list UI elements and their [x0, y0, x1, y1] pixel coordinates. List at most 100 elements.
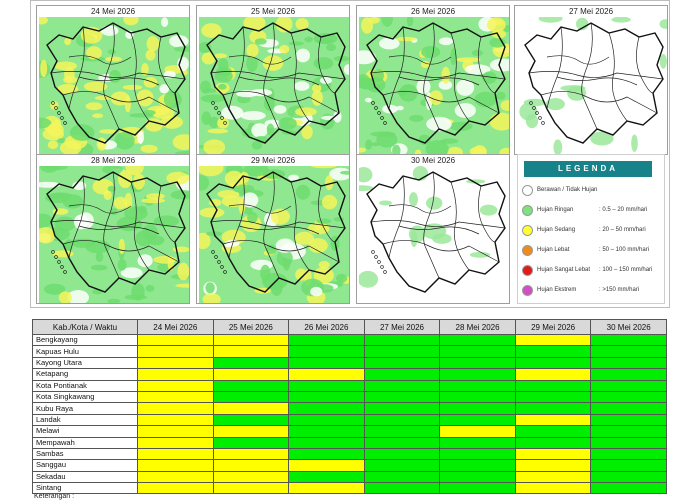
legend-item-range: : 100 – 150 mm/hari [599, 267, 653, 273]
legend-item-range: : 50 – 100 mm/hari [599, 247, 650, 253]
forecast-cell [590, 425, 667, 438]
forecast-map-panel: 26 Mei 2026 [356, 5, 510, 155]
forecast-cell [212, 447, 290, 461]
map-date-label: 30 Mei 2026 [410, 156, 456, 165]
forecast-cell [439, 368, 516, 381]
legend-item-range: : 0.5 – 20 mm/hari [599, 207, 648, 213]
legend-item: Berawan / Tidak Hujan [522, 183, 662, 197]
forecast-cell [363, 345, 441, 358]
table-row: Kapuas Hulu [32, 345, 667, 358]
forecast-cell [212, 470, 290, 484]
forecast-cell [514, 413, 592, 427]
forecast-cell [137, 470, 214, 484]
forecast-cell [590, 368, 667, 381]
legend-color-swatch [522, 264, 533, 276]
forecast-cell [137, 482, 214, 495]
header-date: 28 Mei 2026 [439, 319, 516, 335]
table-row: Landak [32, 413, 667, 427]
legend-item-name: Hujan Ekstrem [537, 287, 577, 293]
forecast-cell [514, 379, 592, 392]
forecast-cell [212, 436, 290, 449]
forecast-cell [288, 470, 365, 484]
forecast-cell [137, 368, 214, 381]
region-name: Kubu Raya [32, 402, 138, 415]
note-label: Keterangan : [34, 493, 75, 500]
legend-item: Hujan Ringan : 0.5 – 20 mm/hari [522, 203, 662, 217]
rainfall-map [517, 17, 667, 154]
forecast-cell [439, 390, 516, 404]
legend-item-name: Hujan Lebat [537, 247, 570, 253]
forecast-maps-area: 24 Mei 2026 25 Mei 2026 26 Mei 2026 27 Mei … [30, 0, 670, 308]
table-row: Kayong Utara [32, 356, 667, 370]
rainfall-map [359, 166, 509, 303]
region-name: Kayong Utara [32, 356, 138, 370]
legend-title: LEGENDA [524, 161, 652, 177]
forecast-cell [288, 379, 365, 392]
region-name: Landak [32, 413, 138, 427]
forecast-cell [590, 470, 667, 484]
header-date: 25 Mei 2026 [212, 319, 290, 335]
forecast-cell [212, 333, 290, 347]
forecast-cell [288, 447, 365, 461]
forecast-cell [288, 333, 365, 347]
forecast-cell [288, 368, 365, 381]
forecast-cell [514, 459, 592, 472]
header-date: 26 Mei 2026 [288, 319, 365, 335]
forecast-cell [288, 425, 365, 438]
forecast-cell [137, 459, 214, 472]
forecast-cell [363, 447, 441, 461]
forecast-cell [137, 402, 214, 415]
forecast-cell [288, 436, 365, 449]
forecast-cell [137, 447, 214, 461]
forecast-cell [363, 333, 441, 347]
table-row: Sekadau [32, 470, 667, 484]
forecast-cell [590, 390, 667, 404]
forecast-cell [288, 402, 365, 415]
forecast-cell [137, 379, 214, 392]
forecast-cell [212, 413, 290, 427]
forecast-cell [137, 345, 214, 358]
forecast-cell [439, 356, 516, 370]
region-name: Melawi [32, 425, 138, 438]
region-name: Sambas [32, 447, 138, 461]
forecast-cell [212, 390, 290, 404]
header-date: 29 Mei 2026 [514, 319, 592, 335]
map-date-label: 25 Mei 2026 [250, 7, 296, 16]
forecast-map-panel: 29 Mei 2026 [196, 154, 350, 304]
region-name: Kota Pontianak [32, 379, 138, 392]
legend-item-range: : 20 – 50 mm/hari [599, 227, 646, 233]
legend-item: Hujan Sedang: 20 – 50 mm/hari [522, 223, 662, 237]
legend-item: Hujan Sangat Lebat: 100 – 150 mm/hari [522, 263, 662, 277]
forecast-cell [590, 459, 667, 472]
forecast-cell [439, 402, 516, 415]
forecast-cell [288, 345, 365, 358]
forecast-cell [212, 402, 290, 415]
legend-item-name: Berawan / Tidak Hujan [537, 187, 598, 193]
forecast-cell [363, 356, 441, 370]
region-name: Kapuas Hulu [32, 345, 138, 358]
table-row: Sintang [32, 482, 667, 495]
forecast-cell [514, 470, 592, 484]
legend-color-swatch [522, 284, 533, 296]
table-row: Mempawah [32, 436, 667, 449]
legend-color-swatch [522, 184, 533, 196]
table-row: Melawi [32, 425, 667, 438]
map-date-label: 26 Mei 2026 [410, 7, 456, 16]
forecast-cell [514, 436, 592, 449]
forecast-cell [212, 345, 290, 358]
forecast-cell [439, 333, 516, 347]
legend-item-range: : >150 mm/hari [599, 287, 640, 293]
forecast-cell [137, 425, 214, 438]
forecast-cell [288, 356, 365, 370]
map-date-label: 29 Mei 2026 [250, 156, 296, 165]
forecast-cell [439, 345, 516, 358]
forecast-cell [590, 482, 667, 495]
legend-item: Hujan Lebat : 50 – 100 mm/hari [522, 243, 662, 257]
forecast-cell [212, 459, 290, 472]
header-date: 24 Mei 2026 [137, 319, 214, 335]
rainfall-map [359, 17, 509, 154]
legend-item-name: Hujan Ringan [537, 207, 574, 213]
forecast-map-panel: 28 Mei 2026 [36, 154, 190, 304]
forecast-cell [439, 436, 516, 449]
forecast-cell [363, 459, 441, 472]
